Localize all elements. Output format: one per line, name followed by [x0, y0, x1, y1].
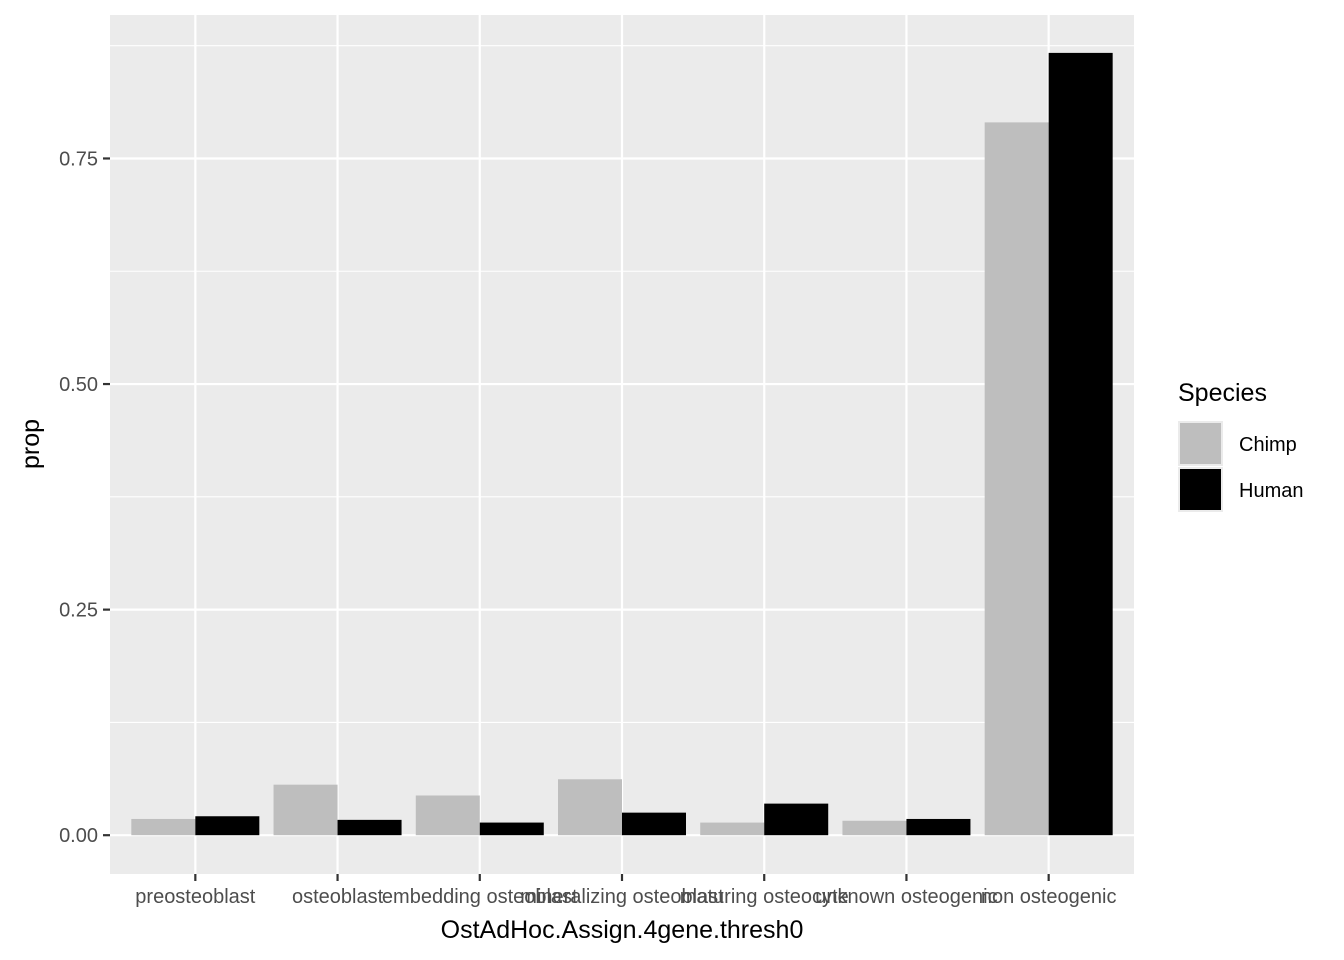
x-tick-label: unknown osteogenic	[815, 886, 997, 908]
x-tick-label: embedding osteoblast	[382, 886, 578, 908]
x-tick-label: osteoblast	[292, 886, 384, 908]
bar-chimp	[984, 122, 1049, 836]
y-tick-label: 0.75	[59, 148, 98, 170]
legend: Species Chimp Human	[1178, 379, 1303, 512]
y-tick-label: 0.25	[59, 600, 98, 622]
y-axis-title: prop	[17, 419, 45, 469]
bar-chimp	[273, 784, 338, 836]
legend-title: Species	[1178, 379, 1267, 407]
x-tick-label: non osteogenic	[981, 886, 1117, 908]
bar-human	[337, 819, 402, 836]
bar-human	[479, 822, 544, 836]
x-axis-title: OstAdHoc.Assign.4gene.thresh0	[441, 916, 804, 944]
legend-label-human: Human	[1239, 480, 1303, 502]
x-tick-label: preosteoblast	[135, 886, 256, 908]
x-tick-label: maturing osteocyte	[680, 886, 849, 908]
y-tick-label: 0.00	[59, 825, 98, 847]
bar-human	[195, 816, 260, 836]
bar-chimp	[131, 818, 196, 836]
x-tick-label: mineralizing osteoblast	[520, 886, 724, 908]
y-axis: 0.00 0.25 0.50 0.75	[59, 148, 110, 847]
bar-chimp	[842, 820, 907, 836]
bar-chimp	[415, 795, 480, 836]
bar-chimp	[558, 779, 622, 836]
y-tick-label: 0.50	[59, 374, 98, 396]
bar-human	[764, 803, 829, 836]
legend-swatch-chimp	[1180, 423, 1221, 464]
legend-label-chimp: Chimp	[1239, 434, 1297, 456]
bar-human	[622, 812, 686, 836]
bars	[131, 52, 1113, 836]
legend-swatch-human	[1180, 469, 1221, 510]
bar-human	[1048, 52, 1113, 836]
bar-chimp	[700, 822, 765, 836]
bar-human	[906, 818, 971, 836]
